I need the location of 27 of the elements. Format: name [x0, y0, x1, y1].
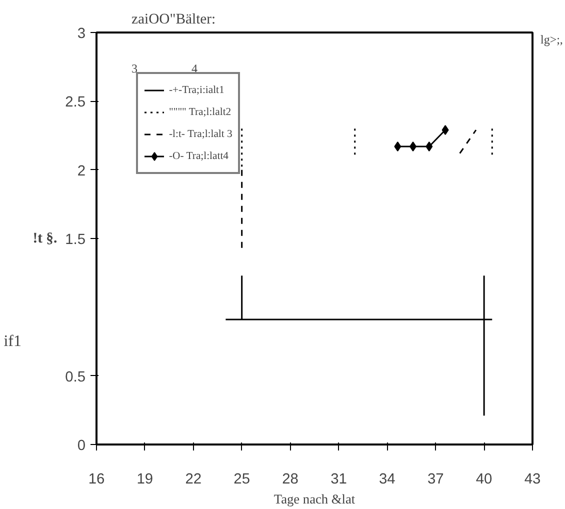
y-axis-title: !t §.	[32, 230, 58, 246]
x-tick-label: 37	[427, 472, 444, 488]
x-tick-label: 40	[476, 472, 492, 488]
y-tick-label: 1.5	[65, 232, 86, 248]
legend-label: """" Tra;l:lalt2	[169, 106, 232, 118]
x-tick-label: 34	[379, 472, 396, 488]
x-tick-label: 31	[330, 472, 347, 488]
y-tick-label: 2.5	[65, 94, 86, 111]
text: if1	[4, 333, 22, 350]
y-tick-label: 3	[77, 26, 86, 42]
x-tick-label: 28	[282, 472, 298, 488]
y-tick-label: 0	[77, 438, 86, 454]
y-tick-label: 2	[77, 163, 86, 180]
legend-label: -l:t- Tra;l:lalt 3	[169, 128, 232, 140]
x-axis-title: Tage nach &lat	[274, 492, 356, 506]
legend-label: -+-Tra;i:ialt1	[169, 84, 224, 96]
x-tick-label: 16	[88, 472, 105, 488]
y-tick-label: 0.5	[65, 369, 86, 386]
x-tick-label: 43	[524, 472, 541, 488]
annotation: 3	[132, 62, 138, 76]
x-tick-label: 19	[136, 472, 154, 488]
x-tick-label: 22	[185, 472, 202, 488]
annotation: 4	[192, 62, 198, 76]
x-tick-label: 25	[234, 472, 250, 488]
chart-title: zaiOO"Bälter:	[132, 12, 216, 28]
legend-label: -O- Tra;l:latt4	[169, 150, 228, 162]
text: lg>;,	[540, 32, 563, 46]
